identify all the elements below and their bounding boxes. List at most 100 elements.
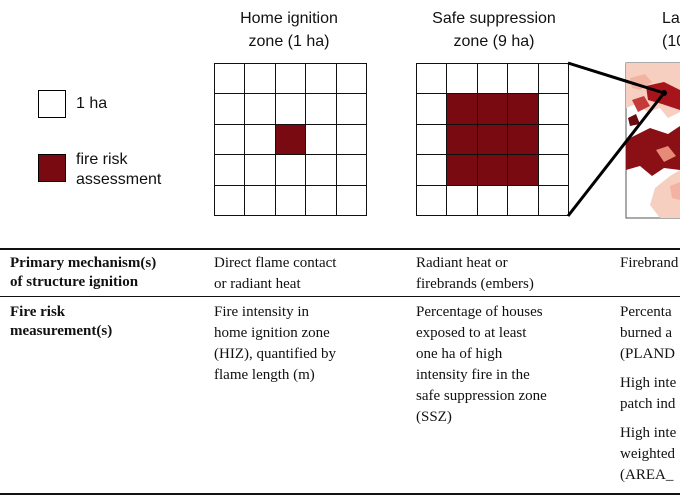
grid-cell bbox=[336, 185, 367, 216]
zone-title-line1: Safe suppression bbox=[432, 10, 556, 27]
grid-cell bbox=[538, 185, 569, 216]
row-header-line: of structure ignition bbox=[10, 274, 139, 290]
grid-cell-fire-risk bbox=[447, 124, 478, 156]
grid-cell-fire-risk bbox=[508, 124, 539, 156]
grid-cell bbox=[306, 64, 337, 95]
cell-line: (AREA_ bbox=[620, 467, 674, 483]
home-ignition-grid bbox=[214, 63, 367, 216]
grid-cell bbox=[215, 185, 246, 216]
grid-cell bbox=[306, 94, 337, 125]
safe-suppression-grid bbox=[416, 63, 569, 216]
grid-cell-fire-risk bbox=[275, 124, 307, 156]
table-rule-middle bbox=[0, 296, 680, 297]
measurement-item-pland: Percenta burned a (PLAND bbox=[620, 302, 676, 365]
zone-title-line2: zone (1 ha) bbox=[248, 33, 330, 50]
cell-line: High inte bbox=[620, 375, 677, 391]
grid-cell bbox=[275, 64, 307, 95]
zone-title-line1: La bbox=[662, 10, 680, 27]
grid-cell bbox=[245, 185, 276, 216]
grid-cell bbox=[336, 94, 367, 125]
cell-line: (HIZ), quantified by bbox=[214, 346, 337, 362]
grid-cell-fire-risk bbox=[447, 155, 478, 186]
legend-cell-label: 1 ha bbox=[76, 95, 108, 112]
grid-cell-fire-risk bbox=[508, 94, 539, 125]
legend-risk-label-line2: assessment bbox=[76, 171, 162, 188]
cell-line: burned a bbox=[620, 325, 673, 341]
grid-cell bbox=[336, 155, 367, 186]
grid-cell bbox=[306, 155, 337, 186]
grid-cell bbox=[417, 124, 448, 156]
cell-landscape-mechanism: Firebrand bbox=[620, 253, 678, 274]
cell-landscape-measurement: Percenta burned a (PLAND High inte patch… bbox=[620, 302, 676, 494]
grid-cell bbox=[538, 94, 569, 125]
grid-cell-fire-risk bbox=[477, 155, 509, 186]
zone-title-home-ignition: Home ignition zone (1 ha) bbox=[214, 7, 364, 53]
table-rule-bottom bbox=[0, 493, 680, 495]
landscape-zoom-graphic bbox=[566, 61, 680, 219]
cell-line: Percentage of houses bbox=[416, 304, 543, 320]
cell-line: Radiant heat or bbox=[416, 255, 508, 271]
cell-line: Firebrand bbox=[620, 255, 679, 271]
grid-cell bbox=[245, 64, 276, 95]
cell-line: one ha of high bbox=[416, 346, 503, 362]
grid-cell bbox=[215, 155, 246, 186]
table-rule-top bbox=[0, 248, 680, 250]
grid-cell bbox=[275, 185, 307, 216]
grid-cell-fire-risk bbox=[477, 124, 509, 156]
grid-cell bbox=[306, 185, 337, 216]
cell-line: High inte bbox=[620, 425, 677, 441]
grid-cell bbox=[417, 64, 448, 95]
legend-cell-swatch bbox=[38, 90, 66, 118]
grid-cell bbox=[538, 64, 569, 95]
grid-cell bbox=[215, 94, 246, 125]
grid-cell-fire-risk bbox=[508, 155, 539, 186]
grid-cell bbox=[215, 124, 246, 156]
zone-title-line2: zone (9 ha) bbox=[453, 33, 535, 50]
row-header-fire-risk-measurement: Fire risk measurement(s) bbox=[10, 303, 112, 341]
grid-cell bbox=[215, 64, 246, 95]
legend-risk-label-line1: fire risk bbox=[76, 151, 128, 168]
grid-cell bbox=[508, 64, 539, 95]
grid-cell bbox=[447, 185, 478, 216]
measurement-item-area-weighted: High inte weighted (AREA_ bbox=[620, 423, 676, 486]
measurement-item-patch-index: High inte patch ind bbox=[620, 373, 676, 415]
grid-cell bbox=[275, 155, 307, 186]
cell-line: or radiant heat bbox=[214, 276, 301, 292]
connector-line-bottom bbox=[566, 92, 666, 217]
cell-line: safe suppression zone bbox=[416, 388, 547, 404]
grid-cell bbox=[447, 64, 478, 95]
cell-line: firebrands (embers) bbox=[416, 276, 534, 292]
cell-line: patch ind bbox=[620, 396, 676, 412]
cell-line: (SSZ) bbox=[416, 409, 452, 425]
cell-line: Fire intensity in bbox=[214, 304, 309, 320]
grid-cell bbox=[477, 185, 509, 216]
legend-risk-label: fire risk assessment bbox=[76, 150, 161, 190]
grid-cell bbox=[538, 155, 569, 186]
cell-line: (PLAND bbox=[620, 346, 675, 362]
connector-point bbox=[661, 90, 667, 96]
grid-cell bbox=[245, 94, 276, 125]
grid-cell bbox=[538, 124, 569, 156]
grid-cell bbox=[417, 185, 448, 216]
connector-line-top bbox=[567, 61, 665, 95]
legend-risk-swatch bbox=[38, 154, 66, 182]
grid-cell bbox=[417, 155, 448, 186]
zone-title-line1: Home ignition bbox=[240, 10, 338, 27]
grid-cell bbox=[245, 155, 276, 186]
cell-ssz-measurement: Percentage of houses exposed to at least… bbox=[416, 302, 547, 428]
cell-line: weighted bbox=[620, 446, 675, 462]
grid-cell bbox=[336, 64, 367, 95]
cell-line: home ignition zone bbox=[214, 325, 330, 341]
cell-line: exposed to at least bbox=[416, 325, 527, 341]
grid-cell-fire-risk bbox=[477, 94, 509, 125]
row-header-line: measurement(s) bbox=[10, 323, 113, 339]
row-header-line: Fire risk bbox=[10, 304, 66, 320]
cell-line: intensity fire in the bbox=[416, 367, 530, 383]
zone-title-landscape: La (10 bbox=[662, 7, 680, 53]
cell-line: Percenta bbox=[620, 304, 672, 320]
cell-line: flame length (m) bbox=[214, 367, 315, 383]
zone-title-line2: (10 bbox=[662, 33, 680, 50]
grid-cell bbox=[306, 124, 337, 156]
cell-hiz-measurement: Fire intensity in home ignition zone (HI… bbox=[214, 302, 336, 386]
cell-hiz-mechanism: Direct flame contact or radiant heat bbox=[214, 253, 336, 295]
